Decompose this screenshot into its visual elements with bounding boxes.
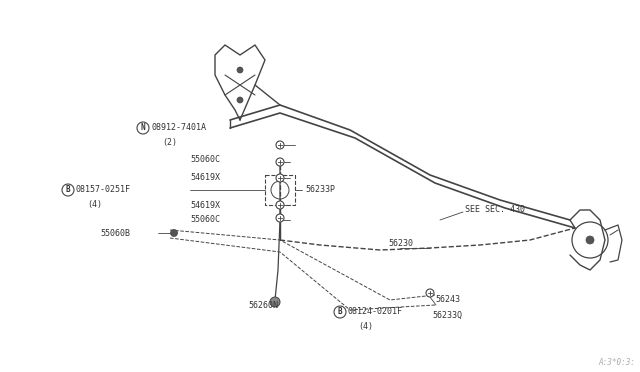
Text: 08124-0201F: 08124-0201F (348, 308, 403, 317)
Text: N: N (141, 124, 145, 132)
Text: B: B (66, 186, 70, 195)
Text: (2): (2) (162, 138, 177, 148)
Text: 55060C: 55060C (190, 215, 220, 224)
Circle shape (170, 230, 177, 237)
Circle shape (237, 97, 243, 103)
Text: SEE SEC. 430: SEE SEC. 430 (465, 205, 525, 215)
Circle shape (276, 141, 284, 149)
Circle shape (276, 174, 284, 182)
Text: 56230: 56230 (388, 238, 413, 247)
Circle shape (237, 67, 243, 73)
Circle shape (270, 297, 280, 307)
Circle shape (586, 236, 594, 244)
Text: 55060B: 55060B (100, 228, 130, 237)
Circle shape (276, 214, 284, 222)
Text: 55060C: 55060C (190, 155, 220, 164)
Text: B: B (338, 308, 342, 317)
Text: 56233P: 56233P (305, 186, 335, 195)
Text: 54619X: 54619X (190, 173, 220, 182)
Circle shape (426, 289, 434, 297)
Text: 08912-7401A: 08912-7401A (151, 124, 206, 132)
Text: (4): (4) (87, 201, 102, 209)
Text: 56243: 56243 (435, 295, 460, 305)
Circle shape (276, 158, 284, 166)
Text: 56233Q: 56233Q (432, 311, 462, 320)
Text: (4): (4) (358, 323, 373, 331)
Text: A:3*0:3:: A:3*0:3: (598, 358, 635, 367)
Text: 56260N: 56260N (248, 301, 278, 310)
Text: 54619X: 54619X (190, 201, 220, 209)
Text: 08157-0251F: 08157-0251F (76, 186, 131, 195)
Circle shape (276, 201, 284, 209)
